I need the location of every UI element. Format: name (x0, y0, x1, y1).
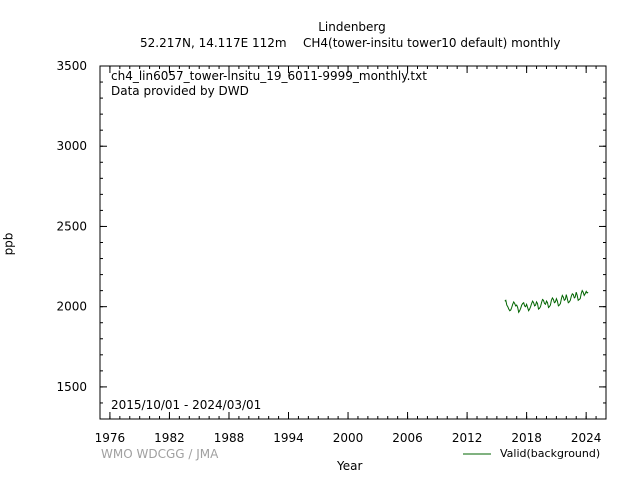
plot-frame (99, 65, 607, 420)
credit-label: WMO WDCGG / JMA (101, 447, 219, 461)
x-axis-label: Year (337, 459, 363, 473)
period-label: 2015/10/01 - 2024/03/01 (111, 398, 262, 412)
y-tick-label: 2000 (56, 300, 87, 314)
y-tick-label: 2500 (56, 219, 87, 233)
location-text: 52.217N, 14.117E 112m (140, 36, 287, 50)
series-line (504, 289, 589, 314)
x-tick-label: 2024 (571, 431, 602, 445)
x-tick-label: 1988 (214, 431, 245, 445)
x-tick-label: 1976 (95, 431, 126, 445)
species-text: CH4(tower-insitu tower10 default) monthl… (303, 36, 561, 50)
station-title: Lindenberg (318, 20, 386, 34)
y-tick-label: 1500 (56, 380, 87, 394)
y-axis: 1500 2000 2500 3000 3500 (56, 59, 606, 420)
y-tick-label: 3500 (56, 59, 87, 73)
x-tick-label: 2018 (511, 431, 542, 445)
provider-label: Data provided by DWD (111, 84, 249, 98)
series-layer (504, 289, 589, 314)
x-tick-label: 2000 (333, 431, 364, 445)
x-tick-label: 2012 (452, 431, 483, 445)
x-axis: 1976 1982 1988 1994 2000 2006 2012 2018 2024 (95, 66, 607, 445)
x-tick-label: 2006 (392, 431, 423, 445)
x-tick-label: 1994 (273, 431, 304, 445)
x-tick-label: 1982 (154, 431, 185, 445)
legend-label: Valid(background) (500, 447, 601, 460)
y-tick-label: 3000 (56, 139, 87, 153)
